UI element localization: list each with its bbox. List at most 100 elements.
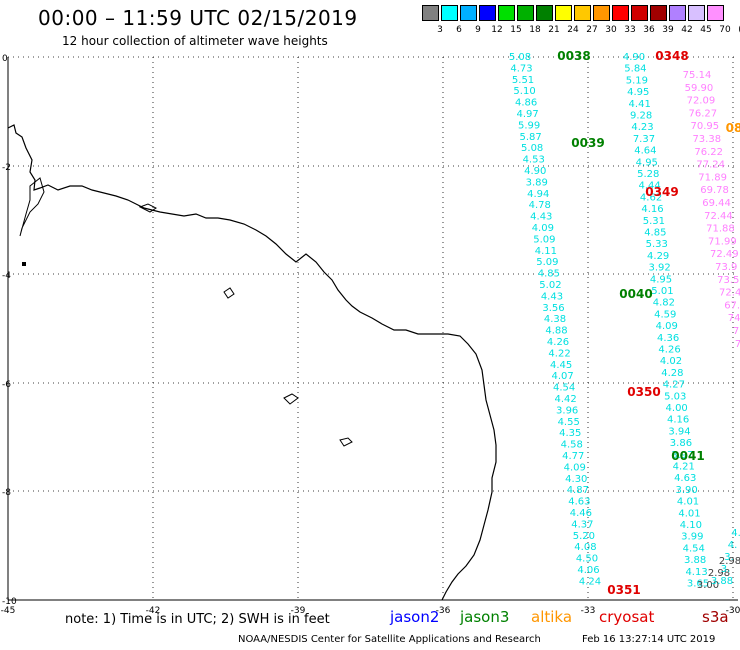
swh-value: 4.50 bbox=[576, 554, 598, 565]
swh-value: 4. bbox=[728, 540, 738, 551]
legend-swatch-12 bbox=[479, 5, 496, 21]
swh-value: 4.87 bbox=[567, 485, 589, 496]
satellite-altika: altika bbox=[531, 608, 573, 626]
page-subtitle: 12 hour collection of altimeter wave hei… bbox=[62, 34, 328, 48]
swh-value: 4.13 bbox=[685, 567, 707, 578]
swh-value: 72.44 bbox=[704, 211, 733, 222]
lat-label: -2 bbox=[2, 163, 11, 173]
legend-swatch-24 bbox=[555, 5, 572, 21]
legend-label-18: 18 bbox=[529, 25, 541, 35]
swh-value: 7.37 bbox=[633, 134, 655, 145]
swh-value: 72.49 bbox=[710, 249, 739, 260]
legend-label-6: 6 bbox=[456, 25, 462, 35]
swh-value: 4.63 bbox=[674, 473, 696, 484]
swh-value: 5.28 bbox=[637, 169, 659, 180]
swh-value: 3.96 bbox=[556, 405, 578, 416]
swh-value: 5.08 bbox=[509, 52, 531, 63]
swh-value: 4.42 bbox=[555, 394, 577, 405]
altimeter-tracks: 5.084.735.515.104.864.975.995.875.084.53… bbox=[509, 49, 740, 597]
swh-value: 4.26 bbox=[658, 345, 680, 356]
satellite-jason3: jason3 bbox=[460, 608, 510, 626]
swh-value: 71.88 bbox=[706, 224, 735, 235]
swh-value: 4.41 bbox=[629, 99, 651, 110]
legend-label-21: 21 bbox=[548, 25, 560, 35]
swh-value: 70.95 bbox=[690, 121, 719, 132]
swh-value: 7 bbox=[735, 339, 740, 350]
legend-swatch-39 bbox=[650, 5, 667, 21]
legend-label-36: 36 bbox=[643, 25, 655, 35]
island-north-a bbox=[19, 177, 45, 237]
swh-value: 4. bbox=[731, 528, 740, 539]
pass-time-label: 0038 bbox=[557, 49, 590, 63]
swh-value: 5.87 bbox=[520, 132, 542, 143]
legend-label-45: 45 bbox=[700, 25, 712, 35]
swh-value: 5.84 bbox=[624, 64, 646, 75]
swh-value: 4.55 bbox=[558, 417, 580, 428]
swh-value: 4.08 bbox=[574, 542, 596, 553]
legend-swatch-9 bbox=[460, 5, 477, 21]
lon-label: -39 bbox=[291, 606, 306, 616]
swh-value: 5.99 bbox=[518, 120, 540, 131]
swh-value: 4.85 bbox=[644, 228, 666, 239]
swh-value: 4.77 bbox=[562, 451, 584, 462]
swh-value: 4.54 bbox=[553, 383, 575, 394]
swh-value: 67. bbox=[724, 300, 740, 311]
swh-value: 4.58 bbox=[561, 440, 583, 451]
swh-value: 3. bbox=[724, 552, 734, 563]
swh-value: 2.98 bbox=[719, 556, 740, 567]
legend-label-30: 30 bbox=[605, 25, 617, 35]
lon-label: -45 bbox=[1, 606, 16, 616]
legend-swatch-15 bbox=[498, 5, 515, 21]
swh-value: 3.56 bbox=[542, 303, 564, 314]
swh-value: 4.28 bbox=[661, 368, 683, 379]
page-title: 00:00 – 11:59 UTC 02/15/2019 bbox=[38, 6, 358, 30]
swh-value: 72.4 bbox=[719, 288, 740, 299]
swh-value: 5.03 bbox=[664, 391, 686, 402]
swh-value: 3.97 bbox=[671, 450, 693, 461]
swh-value: 5.51 bbox=[512, 75, 534, 86]
swh-value: 76.22 bbox=[694, 147, 723, 158]
lon-label: -42 bbox=[146, 606, 161, 616]
swh-value: 5.20 bbox=[573, 531, 595, 542]
swh-value: 4.26 bbox=[547, 337, 569, 348]
pass-time-label: 0350 bbox=[627, 385, 660, 399]
swh-value: 4.95 bbox=[627, 87, 649, 98]
swh-value: 4.10 bbox=[680, 520, 702, 531]
swh-value: 4.43 bbox=[541, 291, 563, 302]
legend-swatch-33 bbox=[612, 5, 629, 21]
swh-value: 5.09 bbox=[536, 257, 558, 268]
swh-value: 76.27 bbox=[689, 108, 718, 119]
swh-value: 72.09 bbox=[687, 96, 716, 107]
pass-time-label: 0348 bbox=[655, 49, 688, 63]
swh-value: 4.09 bbox=[564, 462, 586, 473]
island-c bbox=[339, 437, 353, 447]
lat-label: -4 bbox=[2, 271, 11, 281]
satellite-s3a: s3a bbox=[702, 608, 729, 626]
swh-value: 77.24 bbox=[696, 160, 725, 171]
swh-value: 3.88 bbox=[684, 555, 706, 566]
swh-value: 4.54 bbox=[683, 543, 705, 554]
legend-swatch-36 bbox=[631, 5, 648, 21]
swh-value: 4.29 bbox=[647, 251, 669, 262]
swh-value: 4.01 bbox=[677, 497, 699, 508]
pass-time-label: 0039 bbox=[571, 136, 604, 150]
swh-value: 4.73 bbox=[510, 63, 532, 74]
legend-swatch-6 bbox=[441, 5, 458, 21]
swh-value: 5.09 bbox=[533, 234, 555, 245]
swh-value: 4.90 bbox=[524, 166, 546, 177]
island-a bbox=[223, 287, 235, 299]
legend-label-9: 9 bbox=[475, 25, 481, 35]
footnote: note: 1) Time is in UTC; 2) SWH is in fe… bbox=[65, 612, 330, 627]
legend-swatch-27 bbox=[574, 5, 591, 21]
swh-value: 4.16 bbox=[667, 415, 689, 426]
swh-value: 4.09 bbox=[656, 321, 678, 332]
swh-value: 9.28 bbox=[630, 111, 652, 122]
swh-value: 4.06 bbox=[577, 565, 599, 576]
swh-value: 4.64 bbox=[634, 146, 656, 157]
legend-unit: (ft) bbox=[730, 25, 740, 35]
swh-value: 4.95 bbox=[636, 157, 658, 168]
swh-value: 5.01 bbox=[651, 286, 673, 297]
swh-value: 4.24 bbox=[579, 576, 601, 587]
swh-value: 4.35 bbox=[559, 428, 581, 439]
